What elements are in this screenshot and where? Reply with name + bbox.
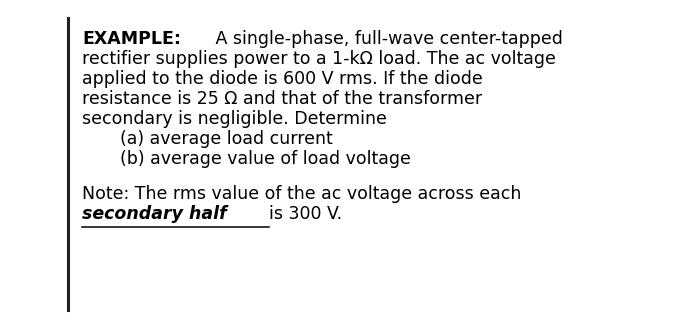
Text: is 300 V.: is 300 V. [269,205,342,223]
Text: secondary is negligible. Determine: secondary is negligible. Determine [82,110,387,128]
Text: Note: The rms value of the ac voltage across each: Note: The rms value of the ac voltage ac… [82,185,521,203]
Text: applied to the diode is 600 V rms. If the diode: applied to the diode is 600 V rms. If th… [82,70,483,88]
Text: resistance is 25 Ω and that of the transformer: resistance is 25 Ω and that of the trans… [82,90,482,108]
Text: rectifier supplies power to a 1-kΩ load. The ac voltage: rectifier supplies power to a 1-kΩ load.… [82,50,556,68]
Text: secondary half: secondary half [82,205,227,223]
Text: EXAMPLE:: EXAMPLE: [82,30,181,48]
Text: (a) average load current: (a) average load current [120,130,333,148]
Text: (b) average value of load voltage: (b) average value of load voltage [120,150,411,168]
Text: A single-phase, full-wave center-tapped: A single-phase, full-wave center-tapped [210,30,562,48]
